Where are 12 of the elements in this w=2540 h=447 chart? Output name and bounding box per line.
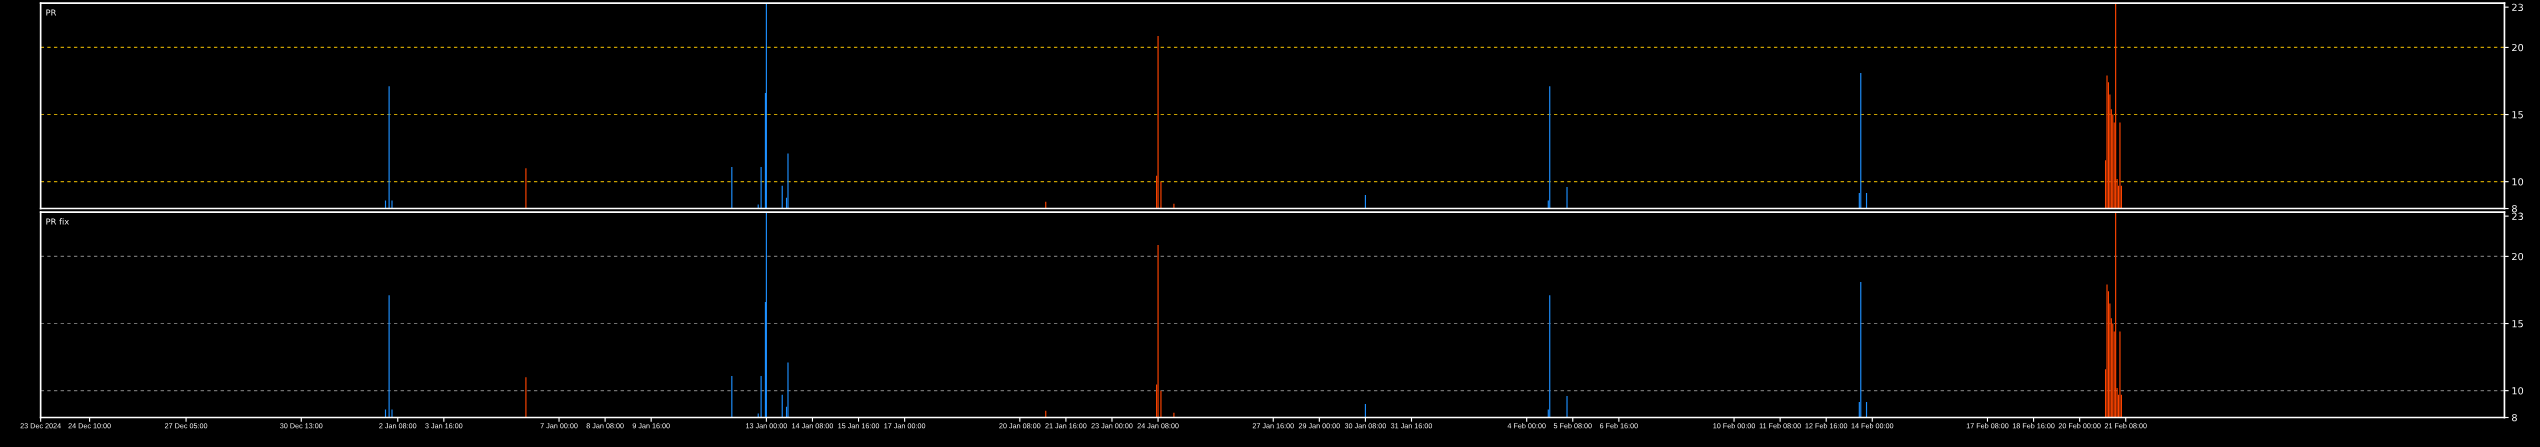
text: PR fix: [46, 218, 69, 225]
y-tick-label: 23: [2512, 212, 2523, 220]
y-tick-label: 23: [2512, 3, 2523, 11]
y-tick-label: 20: [2512, 252, 2524, 261]
y-tick-label: 15: [2512, 111, 2523, 119]
y-tick-label: 10: [2512, 178, 2524, 186]
y-tick-label: 8: [2512, 205, 2517, 213]
text: PR: [46, 9, 57, 16]
y-tick-label: 8: [2512, 413, 2517, 422]
y-tick-label: 15: [2512, 320, 2523, 328]
y-tick-label: 20: [2512, 43, 2524, 52]
y-tick-label: 10: [2512, 387, 2524, 395]
